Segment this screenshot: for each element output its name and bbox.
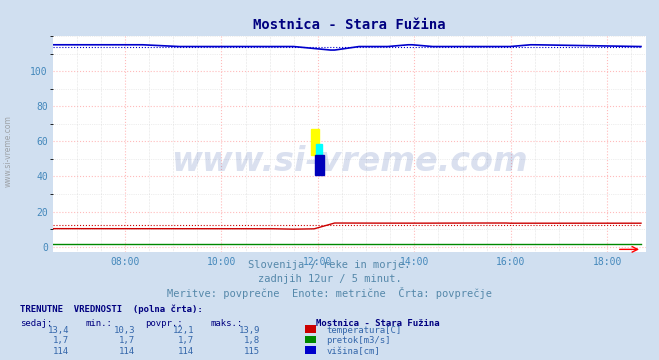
Title: Mostnica - Stara Fužina: Mostnica - Stara Fužina (253, 18, 445, 32)
Text: 1,8: 1,8 (244, 336, 260, 346)
Text: 13,9: 13,9 (239, 325, 260, 335)
Bar (316, 144, 322, 166)
Text: www.si-vreme.com: www.si-vreme.com (3, 115, 13, 187)
Text: sedaj:: sedaj: (20, 319, 52, 328)
Text: 1,7: 1,7 (53, 336, 69, 346)
Text: 115: 115 (244, 347, 260, 356)
Text: TRENUTNE  VREDNOSTI  (polna črta):: TRENUTNE VREDNOSTI (polna črta): (20, 304, 202, 314)
Text: zadnjih 12ur / 5 minut.: zadnjih 12ur / 5 minut. (258, 274, 401, 284)
Text: www.si-vreme.com: www.si-vreme.com (171, 145, 528, 178)
Text: povpr.:: povpr.: (145, 319, 183, 328)
Text: Mostnica - Stara Fužina: Mostnica - Stara Fužina (316, 319, 440, 328)
Text: 1,7: 1,7 (179, 336, 194, 346)
Text: Slovenija / reke in morje.: Slovenija / reke in morje. (248, 260, 411, 270)
Text: višina[cm]: višina[cm] (326, 347, 380, 356)
Text: 1,7: 1,7 (119, 336, 135, 346)
Text: 10,3: 10,3 (113, 325, 135, 335)
Text: 13,4: 13,4 (47, 325, 69, 335)
Text: 114: 114 (179, 347, 194, 356)
Text: pretok[m3/s]: pretok[m3/s] (326, 336, 391, 346)
Text: maks.:: maks.: (211, 319, 243, 328)
Text: 114: 114 (53, 347, 69, 356)
Bar (310, 130, 320, 156)
Text: temperatura[C]: temperatura[C] (326, 325, 401, 335)
Bar (314, 155, 324, 175)
Text: Meritve: povprečne  Enote: metrične  Črta: povprečje: Meritve: povprečne Enote: metrične Črta:… (167, 287, 492, 300)
Text: 12,1: 12,1 (173, 325, 194, 335)
Text: min.:: min.: (86, 319, 113, 328)
Text: 114: 114 (119, 347, 135, 356)
